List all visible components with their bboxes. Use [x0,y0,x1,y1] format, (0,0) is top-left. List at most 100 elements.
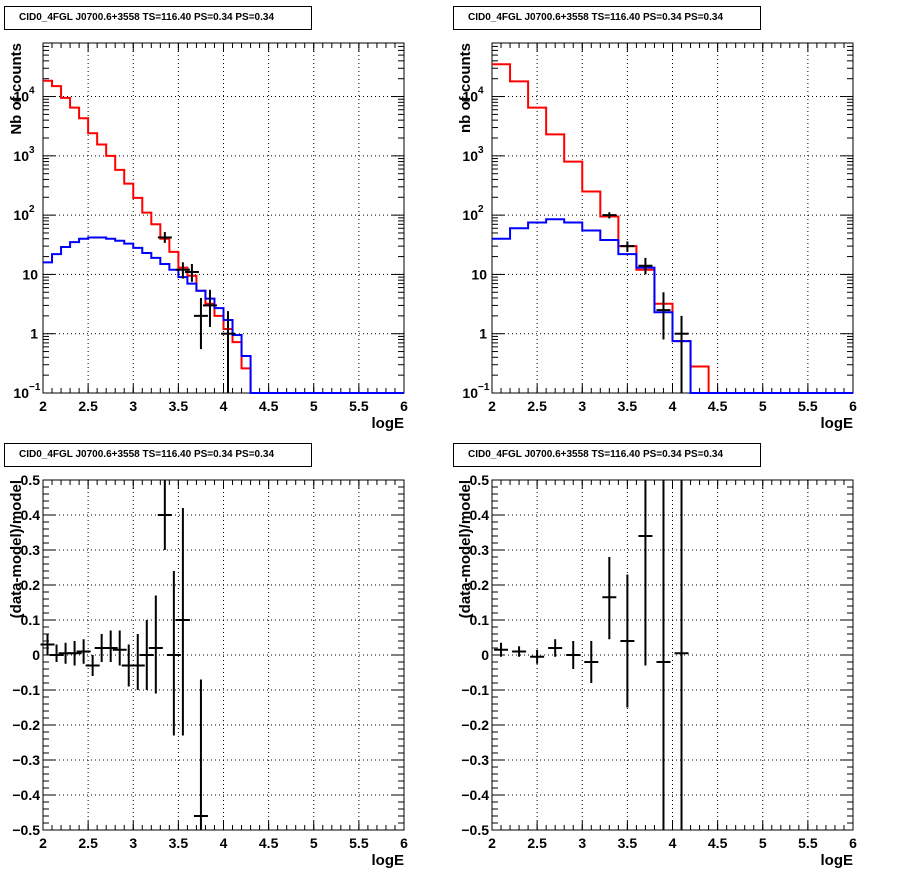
y-tick-label: 0.4 [470,507,490,523]
series-1-histogram [43,236,404,394]
series-1-histogram [492,218,853,394]
x-tick-label: 4 [220,835,228,851]
x-tick-label: 2.5 [78,398,98,414]
data-point [184,263,199,282]
y-tick-label: 10 [471,266,487,282]
y-tick-label: 10 [22,266,38,282]
data-point [76,639,91,664]
x-tick-label: 5 [310,398,318,414]
data-point [193,679,208,830]
x-tick-label: 2.5 [527,398,547,414]
panel-bottom-left: 2 2.5 3 3.5 4 4.5 5 5.5 6 −0.5 −0.4 −0.3 −0.2 −0.1 0 0.… [0,437,449,874]
data-point [85,655,100,676]
data-point [638,480,653,666]
chart-3-title: CID0_4FGL J0700.6+3558 TS=116.40 PS=0.34… [453,443,761,467]
data-point [548,639,563,657]
y-tick-label: −0.3 [461,752,489,768]
y-tick-label: 10 [13,89,29,105]
plot-frame [42,42,405,394]
data-points [494,480,689,830]
y-tick-label: −0.5 [461,822,489,838]
y-tick-label: 0.5 [21,472,41,488]
x-tick-label: 3.5 [169,398,189,414]
x-tick-label: 4 [220,398,228,414]
data-point [530,649,545,664]
data-point [175,508,190,736]
y-tick-label: 0.2 [21,577,41,593]
x-tick-label: 3.5 [618,398,638,414]
data-point [40,634,55,655]
chart-2: 2 2.5 3 3.5 4 4.5 5 5.5 6 −0.5 −0.4 −0.3 −0.2 −0.1 0 0.… [8,472,408,869]
y-tick-label: −0.2 [461,717,489,733]
data-point [674,480,689,830]
x-tick-label: 3.5 [169,835,189,851]
y-tick-label: 0.4 [21,507,41,523]
data-point [139,620,154,690]
plot-frame [491,479,854,831]
y-tick-exponent: −1 [29,382,41,393]
data-points [40,480,208,830]
x-tick-label: 2.5 [78,835,98,851]
x-tick-label: 5.5 [349,398,369,414]
data-point [67,641,82,666]
x-tick-label: 4 [669,398,677,414]
y-tick-label: 0.1 [470,612,490,628]
y-tick-label: 10 [462,89,478,105]
data-points [602,212,689,393]
x-tick-label: 5.5 [798,398,818,414]
panel-top-left: 2 2.5 3 3.5 4 4.5 5 5.5 6 10 −1 1 10 10 2 10 3 10 4 logE Nb … [0,0,449,437]
x-axis-label: logE [372,852,405,869]
data-point [620,574,635,708]
data-point [103,630,118,662]
x-tick-label: 4.5 [259,835,279,851]
data-point [49,644,64,662]
x-tick-label: 5.5 [798,835,818,851]
x-tick-label: 5 [759,835,767,851]
axes: 2 2.5 3 3.5 4 4.5 5 5.5 6 −0.5 −0.4 −0.3 −0.2 −0.1 0 0.… [8,472,408,869]
data-point [494,642,509,657]
x-tick-label: 3 [578,398,586,414]
x-tick-label: 5 [310,835,318,851]
x-axis-label: logE [821,852,854,869]
y-tick-label: 0.3 [470,542,490,558]
data-point [620,241,635,252]
y-tick-exponent: 2 [478,204,484,215]
panel-bottom-right: 2 2.5 3 3.5 4 4.5 5 5.5 6 −0.5 −0.4 −0.3 −0.2 −0.1 0 0.… [449,437,898,874]
y-tick-label: −0.1 [461,682,489,698]
chart-3: 2 2.5 3 3.5 4 4.5 5 5.5 6 −0.5 −0.4 −0.3 −0.2 −0.1 0 0.… [457,472,857,869]
x-tick-label: 5 [759,398,767,414]
data-point [166,571,181,736]
x-tick-label: 6 [849,835,857,851]
y-tick-exponent: 3 [29,145,35,156]
plot-frame [491,42,854,394]
data-point [148,595,163,694]
y-axis-label: Nb of counts [8,43,25,135]
data-point [674,315,689,393]
grid-lines [492,480,853,830]
x-tick-label: 4.5 [708,835,728,851]
y-tick-label: 0.2 [470,577,490,593]
grid-lines [43,480,404,830]
y-tick-exponent: 4 [478,86,484,97]
y-tick-label: −0.4 [461,787,489,803]
data-point [157,231,172,243]
y-tick-label: 10 [13,148,29,164]
x-tick-label: 4.5 [259,398,279,414]
y-tick-label: 1 [479,326,487,342]
data-point [202,289,217,327]
data-point [157,480,172,550]
data-point [656,480,671,830]
y-tick-label: −0.3 [12,752,40,768]
plot-frame [42,479,405,831]
x-tick-label: 3 [578,835,586,851]
x-tick-label: 2.5 [527,835,547,851]
data-point [602,557,617,640]
y-tick-label: 0 [481,647,489,663]
data-point [656,292,671,340]
y-tick-exponent: 2 [29,204,35,215]
y-tick-label: 0.1 [21,612,41,628]
grid-lines [43,43,404,393]
